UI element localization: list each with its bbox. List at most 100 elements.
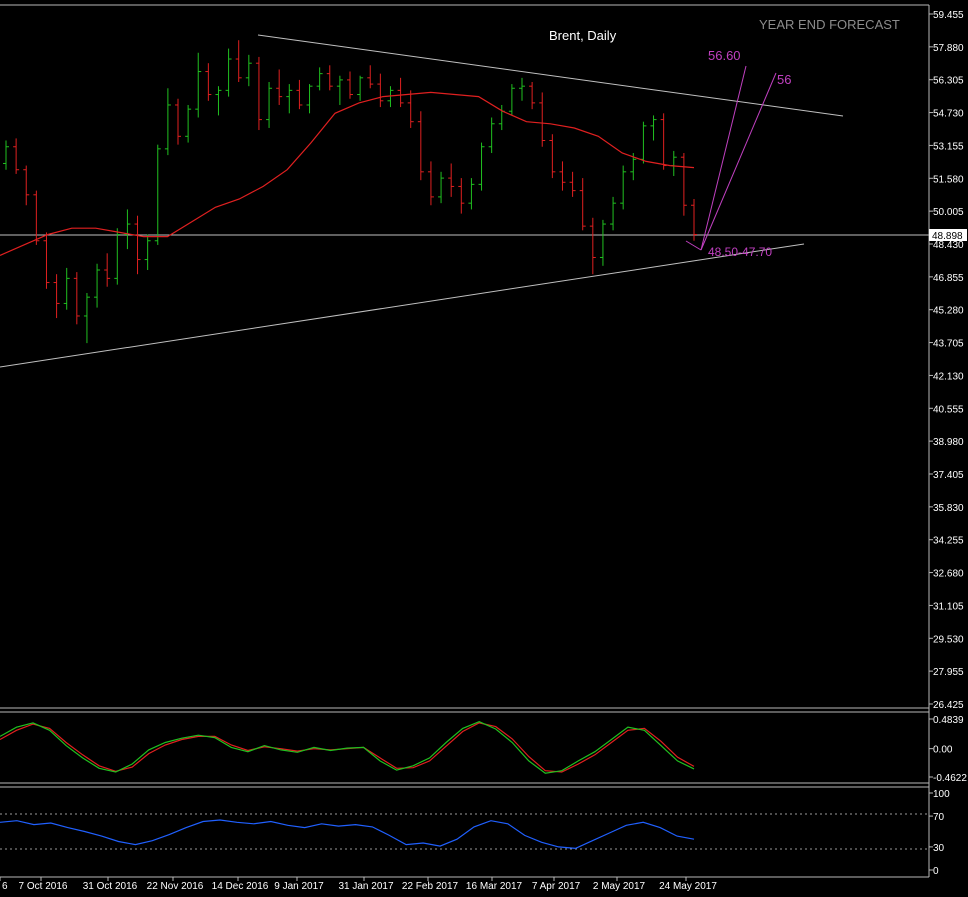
candle: [326, 65, 333, 91]
candle: [387, 86, 394, 108]
annotation-support-zone: 48.50-47.70: [708, 245, 772, 259]
candle: [589, 217, 596, 275]
candle: [164, 88, 171, 156]
price-tick-label: 53.155: [933, 141, 964, 152]
candle: [185, 104, 192, 143]
candle: [205, 63, 212, 101]
price-tick-label: 51.580: [933, 174, 964, 185]
candle: [63, 267, 70, 310]
candle: [266, 81, 273, 128]
date-tick-label: 22 Feb 2017: [402, 881, 459, 892]
price-tick-label: 46.855: [933, 273, 964, 284]
annotation-target-high: 56.60: [708, 48, 741, 63]
price-tick-label: 27.955: [933, 667, 964, 678]
candle: [488, 117, 495, 154]
candle: [417, 111, 424, 181]
pane-borders: [0, 4, 930, 878]
candle: [680, 153, 687, 216]
rsi-tick-label: 0: [933, 866, 939, 877]
candle: [286, 84, 293, 114]
forecast-lines: [685, 65, 777, 251]
candle: [255, 56, 262, 131]
candle: [539, 92, 546, 147]
oscillator-tick-label: -0.4622: [933, 773, 967, 784]
candle: [235, 40, 242, 82]
price-tick-label: 37.405: [933, 470, 964, 481]
date-tick-label: 9 Jan 2017: [274, 881, 324, 892]
candles-group: [3, 40, 697, 344]
price-tick-label: 38.980: [933, 437, 964, 448]
price-tick-label: 54.730: [933, 109, 964, 120]
rsi-tick-label: 70: [933, 812, 945, 823]
candle: [427, 161, 434, 206]
price-tick-label: 35.830: [933, 503, 964, 514]
candle: [610, 196, 617, 231]
candle: [245, 54, 252, 87]
date-tick-label: 7 Apr 2017: [532, 881, 581, 892]
rsi-tick-label: 30: [933, 843, 945, 854]
price-tick-label: 48.430: [933, 240, 964, 251]
price-tick-label: 56.305: [933, 76, 964, 87]
candle: [650, 115, 657, 141]
candle: [175, 98, 181, 145]
support-trendline: [0, 243, 805, 368]
price-tick-label: 59.455: [933, 10, 964, 21]
date-tick-label: 22 Nov 2016: [147, 881, 204, 892]
candle: [367, 65, 374, 89]
candle: [630, 153, 637, 181]
price-tick-label: 26.425: [933, 700, 964, 711]
candle: [23, 165, 30, 206]
rsi-line: [0, 819, 695, 850]
oscillator-tick-label: 0.00: [933, 745, 953, 756]
candle: [620, 165, 627, 210]
trend-lines[interactable]: [0, 34, 929, 368]
moving-average-line: [0, 91, 695, 256]
annotation-target-mid: 56: [777, 72, 791, 87]
candle: [691, 198, 697, 241]
candle: [53, 274, 60, 319]
date-tick-label: 7 Oct 2016: [19, 881, 68, 892]
date-tick-label: 31 Jan 2017: [338, 881, 393, 892]
chart-title: Brent, Daily: [549, 28, 617, 43]
oscillator-axis: 0.4839 0.00 -0.4622: [929, 715, 967, 784]
price-tick-label: 45.280: [933, 306, 964, 317]
price-axis: 59.455 57.880 56.305 54.730 53.155 51.580 50.0…: [929, 10, 964, 711]
candle: [448, 163, 455, 197]
candle: [579, 178, 586, 231]
candle: [276, 69, 283, 105]
candle: [3, 140, 9, 170]
candle: [316, 67, 323, 91]
candle: [144, 234, 151, 271]
candle: [347, 71, 353, 99]
watermark-label: YEAR END FORECAST: [759, 17, 900, 32]
forecast-line-support: [685, 240, 702, 251]
price-tick-label: 50.005: [933, 207, 964, 218]
candle: [33, 190, 40, 245]
candle: [660, 113, 667, 170]
candle: [296, 79, 303, 110]
candle: [377, 73, 384, 108]
candle: [94, 263, 101, 308]
price-tick-label: 34.255: [933, 536, 964, 547]
rsi-tick-label: 100: [933, 789, 950, 800]
candle: [114, 228, 121, 285]
candle: [397, 77, 404, 108]
rsi-axis: 100 70 30 0: [929, 789, 950, 877]
price-tick-label: 29.530: [933, 634, 964, 645]
oscillator-main-line: [0, 721, 695, 774]
date-axis: 6 7 Oct 2016 31 Oct 2016 22 Nov 2016 14 Dec …: [0, 877, 717, 892]
current-price-label: 48.898: [932, 231, 963, 242]
price-tick-label: 32.680: [933, 569, 964, 580]
resistance-trendline: [257, 34, 844, 117]
candle: [73, 272, 80, 325]
candle: [104, 253, 111, 287]
candle: [407, 90, 414, 128]
candle: [134, 215, 141, 275]
price-tick-label: 57.880: [933, 43, 964, 54]
price-tick-label: 31.105: [933, 601, 964, 612]
date-tick-label: 14 Dec 2016: [212, 881, 269, 892]
price-tick-label: 43.705: [933, 339, 964, 350]
candle: [13, 138, 20, 174]
candle: [195, 52, 202, 118]
